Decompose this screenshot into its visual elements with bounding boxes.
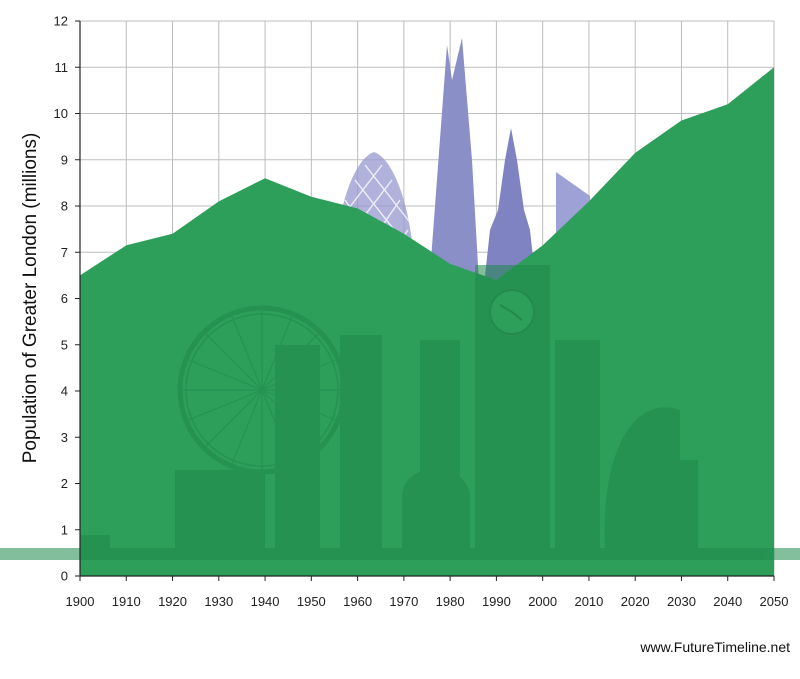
x-tick-label: 1970	[389, 594, 418, 609]
y-tick-label: 12	[54, 14, 68, 29]
y-tick-label: 3	[61, 430, 68, 445]
skyline-overlay	[0, 265, 800, 560]
st-pauls-dome-icon	[402, 468, 470, 550]
big-ben-spire-icon	[484, 128, 536, 285]
x-tick-label: 2030	[667, 594, 696, 609]
x-tick-label: 2040	[713, 594, 742, 609]
y-tick-label: 6	[61, 291, 68, 306]
area-series	[80, 67, 774, 576]
shard-icon	[428, 38, 480, 300]
y-tick-label: 8	[61, 199, 68, 214]
y-tick-label: 9	[61, 152, 68, 167]
x-tick-label: 2020	[621, 594, 650, 609]
x-tick-label: 1990	[482, 594, 511, 609]
y-tick-label: 5	[61, 337, 68, 352]
y-tick-label: 10	[54, 106, 68, 121]
x-tick-label: 1930	[204, 594, 233, 609]
y-tick-label: 11	[55, 60, 69, 75]
y-tick-label: 7	[61, 245, 68, 260]
x-tick-label: 1980	[436, 594, 465, 609]
x-tick-label: 1950	[297, 594, 326, 609]
x-tick-label: 1910	[112, 594, 141, 609]
x-tick-label: 1920	[158, 594, 187, 609]
x-tick-label: 2050	[760, 594, 789, 609]
x-tick-labels: 1900 1910 1920 1930 1940 1950 1960 1970 1980 1990…	[66, 594, 789, 609]
tower-bridge-icon	[175, 470, 265, 550]
y-tick-label: 4	[61, 384, 68, 399]
axes	[75, 20, 775, 581]
population-area	[80, 67, 774, 576]
x-tick-label: 1900	[66, 594, 95, 609]
y-axis-label: Population of Greater London (millions)	[20, 133, 41, 464]
x-tick-label: 1960	[343, 594, 372, 609]
x-tick-label: 2000	[528, 594, 557, 609]
westminster-tower-icon	[275, 345, 320, 550]
x-tick-label: 2010	[574, 594, 603, 609]
x-tick-label: 1940	[251, 594, 280, 609]
credit-text: www.FutureTimeline.net	[640, 639, 790, 655]
y-tick-label: 1	[61, 522, 68, 537]
y-tick-label: 0	[61, 569, 68, 584]
y-tick-label: 2	[61, 476, 68, 491]
